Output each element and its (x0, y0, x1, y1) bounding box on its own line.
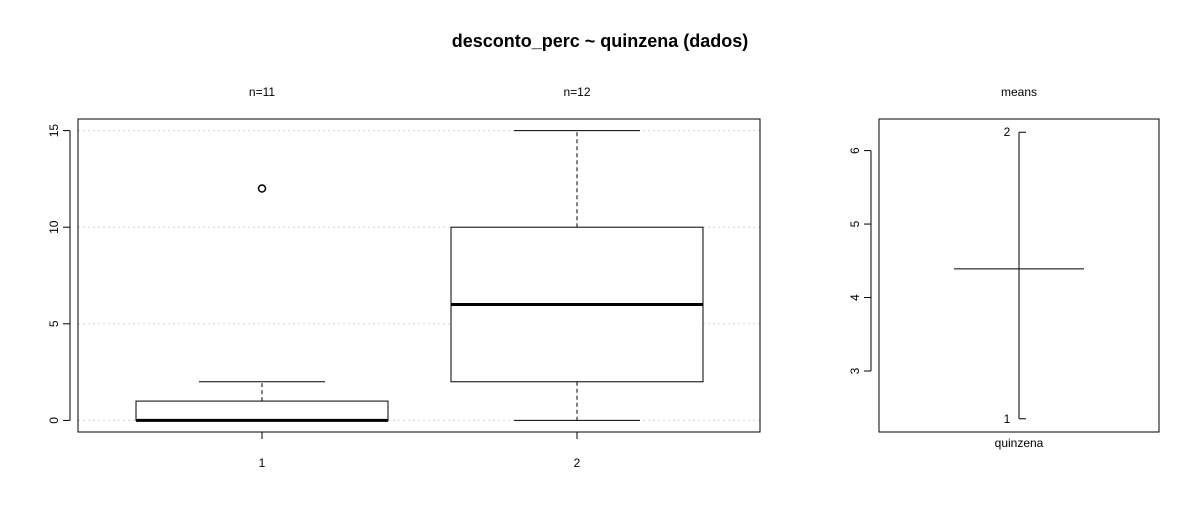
means-frame (878, 118, 1160, 433)
x-tick-label: 2 (574, 456, 581, 470)
group-mean-label: 1 (1004, 412, 1011, 426)
group-count-label: n=12 (563, 85, 590, 99)
means-title: means (1001, 85, 1037, 99)
chart-title: desconto_perc ~ quinzena (dados) (452, 31, 749, 51)
y-axis: 0 5 10 15 (47, 124, 71, 424)
x-tick-label: 1 (259, 456, 266, 470)
means-y-tick-label: 5 (848, 220, 862, 227)
y-tick-label: 5 (47, 320, 61, 327)
means-y-tick-label: 3 (848, 367, 862, 374)
means-y-tick-label: 4 (848, 294, 862, 301)
means-y-tick-label: 6 (848, 147, 862, 154)
means-x-label: quinzena (995, 436, 1044, 450)
y-tick-label: 10 (47, 220, 61, 234)
means-marks: 12 (954, 125, 1084, 426)
y-tick-label: 15 (47, 124, 61, 138)
grid-lines (78, 130, 760, 421)
means-y-axis: 3 4 5 6 (848, 147, 872, 374)
group-count-label: n=11 (249, 85, 275, 99)
box-series (135, 130, 704, 422)
group-counts: n=11 n=12 (249, 85, 591, 99)
outlier-point (257, 184, 267, 193)
box (135, 400, 389, 421)
group-mean-label: 2 (1004, 125, 1011, 139)
y-tick-label: 0 (47, 417, 61, 424)
